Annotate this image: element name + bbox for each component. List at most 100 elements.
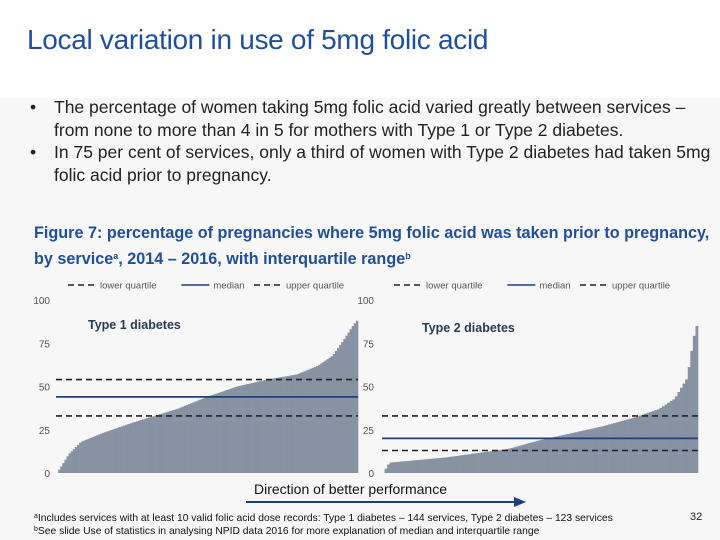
legend-label: median bbox=[213, 281, 244, 292]
bar bbox=[600, 426, 604, 473]
bar bbox=[227, 389, 231, 473]
bar bbox=[246, 383, 250, 473]
bar bbox=[345, 335, 348, 473]
title-band bbox=[0, 0, 720, 98]
bar bbox=[548, 437, 552, 473]
bar bbox=[89, 437, 92, 473]
bar bbox=[430, 458, 434, 473]
footnote-a: aIncludes services with at least 10 vali… bbox=[34, 510, 613, 525]
bar bbox=[196, 400, 199, 473]
bar bbox=[495, 450, 498, 473]
bar bbox=[644, 413, 647, 473]
bar bbox=[564, 434, 568, 473]
bar bbox=[528, 442, 532, 473]
page-number: 32 bbox=[690, 511, 703, 523]
bar bbox=[525, 443, 529, 473]
bar bbox=[253, 382, 256, 473]
bar bbox=[638, 415, 642, 473]
bar bbox=[263, 380, 267, 473]
bar bbox=[183, 405, 187, 473]
bullet-text: In 75 per cent of services, only a third… bbox=[54, 142, 711, 185]
bar bbox=[211, 395, 214, 473]
bar bbox=[123, 425, 126, 473]
bar bbox=[181, 406, 185, 473]
bar bbox=[459, 455, 462, 473]
bar bbox=[223, 390, 227, 473]
bar bbox=[672, 399, 676, 473]
y-tick-label: 25 bbox=[363, 426, 375, 437]
bar bbox=[171, 410, 174, 473]
bar bbox=[631, 418, 635, 473]
panel-title: Type 1 diabetes bbox=[88, 318, 181, 332]
legend-label: upper quartile bbox=[286, 281, 344, 292]
bar bbox=[76, 444, 80, 473]
bar bbox=[234, 387, 237, 473]
bar bbox=[324, 360, 327, 473]
bar bbox=[633, 417, 637, 473]
bar bbox=[497, 450, 501, 473]
bar bbox=[127, 424, 130, 473]
bar bbox=[474, 453, 478, 473]
bar bbox=[417, 459, 421, 473]
bar bbox=[58, 469, 61, 473]
bar bbox=[613, 423, 617, 473]
bar bbox=[641, 414, 645, 473]
bar bbox=[492, 450, 496, 473]
bar bbox=[288, 375, 292, 473]
bar bbox=[244, 384, 248, 473]
bar bbox=[297, 373, 300, 473]
bar bbox=[677, 392, 681, 473]
bar bbox=[435, 458, 439, 473]
bar bbox=[551, 437, 555, 473]
bar bbox=[690, 350, 694, 473]
bar bbox=[190, 403, 193, 473]
bar bbox=[656, 409, 660, 473]
bar bbox=[337, 347, 340, 473]
bar bbox=[194, 401, 197, 473]
bar bbox=[546, 438, 550, 473]
bar bbox=[64, 459, 67, 473]
bar bbox=[121, 426, 124, 473]
bar bbox=[131, 422, 134, 473]
bar bbox=[453, 456, 457, 473]
bar bbox=[93, 436, 97, 473]
bar bbox=[579, 431, 583, 473]
bar bbox=[399, 461, 403, 473]
bar bbox=[685, 379, 689, 473]
bar bbox=[118, 427, 122, 473]
bar bbox=[590, 428, 593, 473]
bar bbox=[479, 452, 483, 473]
bar bbox=[347, 332, 350, 473]
bar bbox=[484, 451, 488, 473]
bar bbox=[636, 416, 640, 473]
direction-label: Direction of better performance bbox=[254, 481, 447, 497]
bar bbox=[456, 455, 460, 473]
bar bbox=[566, 433, 570, 473]
bar bbox=[538, 440, 542, 473]
y-tick-label: 100 bbox=[357, 296, 374, 307]
bar bbox=[353, 323, 357, 473]
bar bbox=[169, 411, 172, 473]
bar bbox=[597, 427, 601, 473]
bar bbox=[415, 460, 419, 473]
bar bbox=[334, 351, 338, 473]
bar bbox=[654, 410, 658, 473]
bar bbox=[405, 461, 408, 473]
bar bbox=[217, 392, 220, 473]
bar bbox=[146, 418, 149, 473]
bar bbox=[257, 381, 260, 473]
bar bbox=[466, 454, 470, 473]
bar bbox=[97, 434, 101, 473]
bar bbox=[412, 460, 416, 473]
bar bbox=[158, 414, 162, 473]
bar bbox=[482, 452, 486, 473]
bar bbox=[303, 371, 306, 473]
bar bbox=[188, 404, 191, 473]
bar bbox=[160, 413, 164, 473]
bar bbox=[213, 394, 216, 473]
bar bbox=[464, 454, 468, 473]
bar bbox=[269, 378, 273, 473]
bullet-list: • The percentage of women taking 5mg fol… bbox=[30, 96, 714, 186]
bar bbox=[397, 461, 401, 473]
bar bbox=[448, 456, 452, 473]
